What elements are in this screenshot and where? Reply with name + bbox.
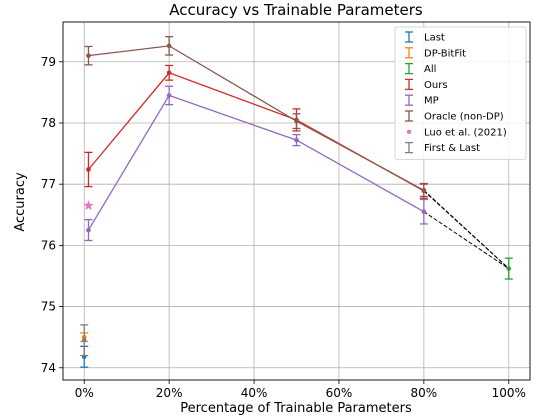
- data-point: [81, 337, 87, 343]
- legend-label: DP-BitFit: [424, 48, 466, 59]
- y-axis-label: Accuracy: [13, 172, 28, 232]
- data-point-star: [83, 200, 94, 211]
- x-tick-label: 100%: [492, 386, 526, 400]
- legend-entry-all: All: [405, 62, 436, 75]
- data-point: [166, 70, 172, 76]
- y-tick-label: 78: [41, 116, 56, 130]
- y-tick-label: 77: [41, 177, 56, 191]
- series-line: [87, 94, 425, 231]
- y-tick-label: 79: [41, 55, 56, 69]
- series-line: [88, 45, 425, 191]
- data-point: [506, 266, 512, 271]
- legend-label: Last: [424, 33, 445, 44]
- series-first-last: [80, 324, 89, 357]
- legend-label: Oracle (non-DP): [424, 112, 504, 123]
- x-tick-label: 40%: [241, 386, 268, 400]
- x-axis-label: Percentage of Trainable Parameters: [180, 401, 412, 416]
- legend-box: [394, 26, 527, 160]
- legend: Last DP-BitFit All Ours MP Oracle (non-DP) Luo…: [394, 26, 527, 160]
- series-mp: [84, 85, 428, 242]
- data-point: [294, 118, 299, 124]
- y-tick-label: 76: [41, 238, 56, 252]
- data-point: [166, 43, 172, 49]
- dashed-connector: [423, 189, 510, 269]
- legend-label: MP: [424, 96, 439, 107]
- x-tick-label: 60%: [326, 386, 353, 400]
- legend-entry-luo-et-al-2021: Luo et al. (2021): [406, 127, 507, 138]
- series-luo-et-al-2021: [83, 200, 94, 211]
- legend-label: Ours: [424, 80, 448, 91]
- y-tick-label: 74: [41, 361, 56, 375]
- legend-entry-first-last: First & Last: [405, 141, 480, 154]
- legend-entry-mp: MP: [405, 94, 439, 107]
- x-tick-label: 0%: [75, 386, 94, 400]
- data-point: [294, 137, 299, 143]
- data-point: [86, 167, 91, 172]
- legend-label: Luo et al. (2021): [424, 127, 507, 138]
- data-point: [86, 53, 91, 58]
- legend-label: All: [424, 64, 436, 75]
- legend-entry-ours: Ours: [405, 78, 448, 91]
- legend-marker: [406, 129, 412, 134]
- data-point: [166, 93, 172, 98]
- legend-entry-last: Last: [405, 31, 445, 44]
- data-point: [421, 187, 427, 193]
- series-all: [504, 257, 513, 280]
- plot-area: [80, 36, 513, 368]
- axis-ticks: 0% 20% 40% 60% 80% 100% 74 75 76 77 78 79: [41, 55, 526, 400]
- x-tick-label: 80%: [411, 386, 438, 400]
- plot-frame: [62, 21, 531, 381]
- legend-label: First & Last: [424, 143, 480, 154]
- legend-entry-oracle-non-dp: Oracle (non-DP): [405, 110, 504, 123]
- series-oracle-non-dp: [84, 36, 428, 198]
- data-point: [421, 209, 427, 215]
- legend-entry-dp-bitfit: DP-BitFit: [405, 47, 466, 59]
- chart-title: Accuracy vs Trainable Parameters: [169, 1, 423, 19]
- y-tick-label: 75: [41, 300, 56, 314]
- dashed-connector: [423, 211, 510, 270]
- x-tick-label: 20%: [156, 386, 183, 400]
- data-point: [86, 227, 91, 233]
